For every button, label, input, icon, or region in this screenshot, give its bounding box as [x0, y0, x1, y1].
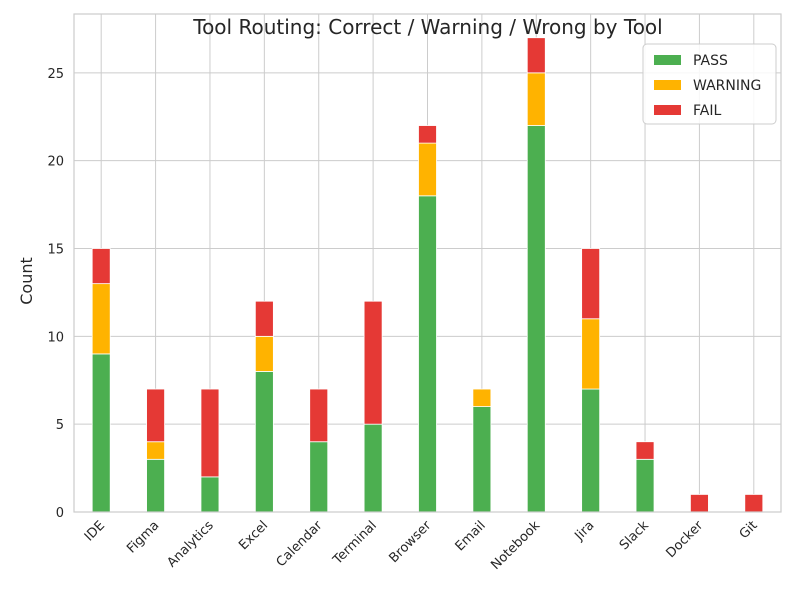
plot-frame	[73, 13, 782, 513]
bar-segment-warning	[472, 388, 492, 408]
bar-segment-fail	[91, 248, 111, 285]
legend-label-pass: PASS	[693, 53, 728, 69]
legend: PASS WARNING FAIL	[642, 43, 777, 125]
bar-layer	[91, 37, 764, 513]
legend-swatch-warning	[654, 80, 681, 90]
bar-segment-pass	[254, 371, 274, 513]
bar-segment-warning	[581, 318, 601, 390]
legend-label-fail: FAIL	[693, 103, 721, 119]
bar-segment-fail	[635, 441, 655, 460]
bar-segment-warning	[526, 72, 546, 126]
bar-segment-fail	[146, 388, 165, 443]
legend-swatch-pass	[654, 55, 681, 65]
bar-segment-warning	[418, 142, 437, 197]
bar-segment-fail	[581, 248, 601, 320]
bar-segment-warning	[146, 441, 165, 460]
bar-segment-pass	[200, 476, 220, 513]
y-tick-labels: 0 5 10 15 20 25	[47, 67, 64, 521]
bar-segment-pass	[146, 458, 165, 513]
y-tick-label: 15	[47, 243, 64, 258]
bar-segment-pass	[581, 388, 601, 513]
bar-segment-pass	[363, 423, 383, 513]
bar-segment-pass	[418, 195, 437, 513]
bar-segment-pass	[91, 353, 111, 513]
y-tick-label: 25	[47, 67, 64, 82]
bar-segment-fail	[309, 388, 329, 443]
y-axis-title: Count	[17, 257, 36, 305]
bar-segment-fail	[200, 388, 220, 478]
legend-swatch-fail	[654, 105, 681, 115]
legend-label-warning: WARNING	[693, 78, 761, 94]
y-tick-label: 5	[56, 418, 64, 433]
bar-segment-fail	[254, 300, 274, 337]
bar-segment-pass	[635, 458, 655, 513]
bar-segment-fail	[690, 494, 709, 513]
y-tick-label: 10	[47, 330, 64, 345]
bar-segment-fail	[418, 125, 437, 144]
y-tick-label: 20	[47, 155, 64, 170]
bar-segment-pass	[526, 125, 546, 513]
bar-segment-fail	[744, 494, 764, 513]
bar-segment-fail	[363, 300, 383, 425]
bar-segment-pass	[309, 441, 329, 513]
chart-title: Tool Routing: Correct / Warning / Wrong …	[192, 15, 662, 39]
y-tick-label: 0	[56, 506, 64, 521]
bar-segment-pass	[472, 406, 492, 513]
bar-segment-warning	[91, 283, 111, 355]
bar-segment-warning	[254, 335, 274, 372]
bar-segment-fail	[526, 37, 546, 74]
